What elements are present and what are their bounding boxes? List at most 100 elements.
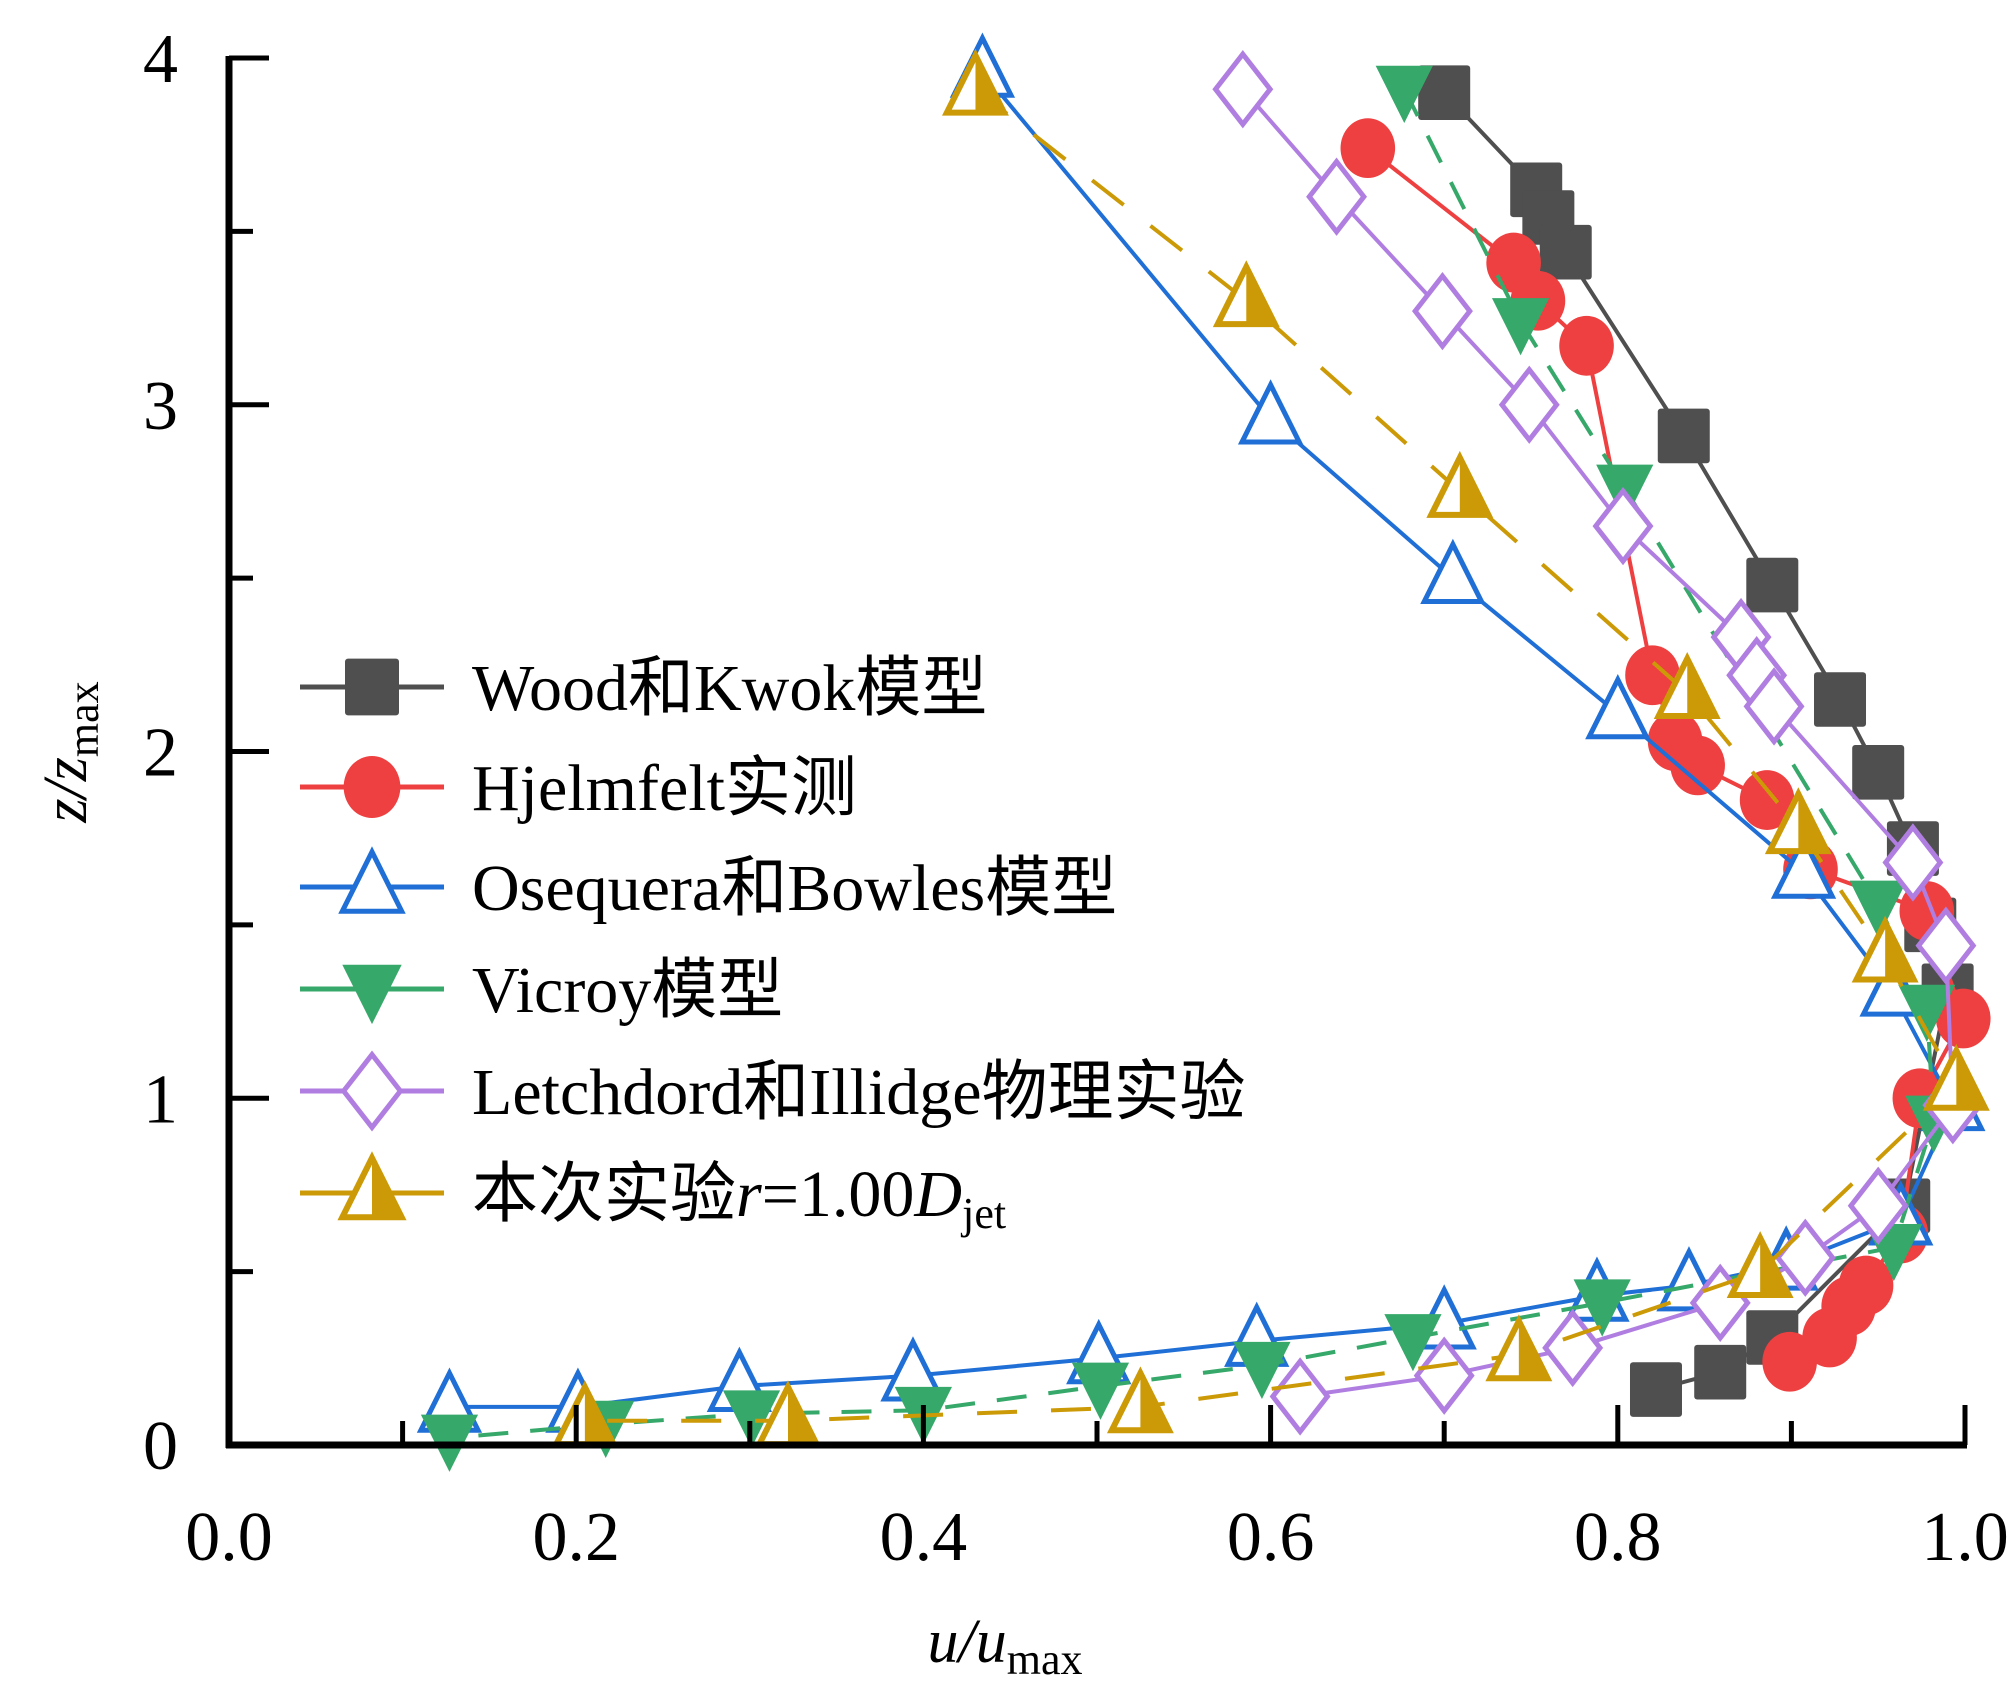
data-point — [1625, 645, 1680, 706]
data-point — [1746, 557, 1799, 613]
data-point — [1269, 1357, 1331, 1436]
x-tick-label: 0.2 — [532, 1499, 620, 1576]
legend-label-r: r — [736, 1158, 762, 1231]
data-point — [1629, 1362, 1682, 1417]
legend-item: Vicroy模型 — [300, 954, 783, 1027]
data-point — [1559, 315, 1614, 376]
legend-marker-shape — [337, 1151, 407, 1221]
legend-item: Letchdord和Illidge物理实验 — [300, 1050, 1246, 1132]
data-point — [1694, 1344, 1747, 1400]
legend-label-eq: =1.00 — [762, 1158, 915, 1231]
axes: 0.0 0.2 0.4 0.6 0.8 1.0 0 1 2 3 4 — [143, 21, 2009, 1576]
data-point — [1739, 770, 1795, 830]
legend-marker-shape — [343, 755, 401, 819]
series-5 — [551, 48, 1990, 1448]
data-point — [1882, 823, 1944, 902]
y-tick-label: 4 — [143, 21, 178, 98]
data-point — [1426, 450, 1494, 518]
data-point — [1898, 984, 1956, 1042]
data-point — [1847, 1166, 1909, 1245]
series-line — [1241, 87, 1955, 1399]
legend-marker — [300, 1050, 444, 1132]
data-point — [1106, 1366, 1174, 1434]
x-ticks: 0.0 0.2 0.4 0.6 0.8 1.0 — [185, 1405, 2009, 1576]
legend-item: Hjelmfelt实测 — [300, 752, 857, 825]
y-ticks: 0 1 2 3 4 — [143, 21, 269, 1485]
legend-label: Hjelmfelt实测 — [472, 752, 857, 825]
x-tick-label: 0.6 — [1227, 1499, 1315, 1576]
legend-marker — [300, 1151, 444, 1221]
legend-marker-shape — [338, 846, 406, 914]
legend-item: Wood和Kwok模型 — [300, 652, 987, 725]
data-point — [1233, 1341, 1291, 1400]
series-layer — [416, 32, 1991, 1472]
legend-marker — [300, 755, 444, 819]
data-point — [1592, 486, 1654, 566]
data-point — [1670, 735, 1725, 796]
data-point — [1653, 652, 1721, 719]
data-point — [1539, 224, 1592, 280]
legend-label: Wood和Kwok模型 — [472, 652, 987, 725]
data-point — [1770, 833, 1837, 899]
data-point — [1418, 65, 1471, 120]
legend-label-prefix: 本次实验 — [472, 1158, 736, 1231]
data-point — [1542, 1308, 1604, 1388]
data-point — [1802, 1307, 1857, 1368]
legend-label: Vicroy模型 — [472, 954, 783, 1027]
data-point — [1585, 673, 1651, 740]
data-point — [1852, 745, 1905, 800]
data-point — [1411, 271, 1473, 351]
data-point — [1212, 50, 1274, 129]
y-tick-label: 0 — [143, 1408, 178, 1485]
data-point — [1491, 298, 1550, 356]
data-point — [1237, 379, 1304, 445]
legend-label: Osequera和Bowles模型 — [472, 852, 1117, 925]
series-line — [449, 88, 1936, 1441]
legend: Wood和Kwok模型 Hjelmfelt实测 Osequera和Bowles模… — [300, 652, 1246, 1238]
data-point — [1340, 118, 1396, 179]
x-tick-label: 0.0 — [185, 1499, 273, 1576]
legend-marker — [300, 658, 444, 716]
data-point — [1212, 260, 1280, 328]
series-4 — [1212, 50, 1984, 1436]
legend-marker-shape — [340, 1050, 404, 1132]
data-point — [1413, 1336, 1475, 1415]
data-point — [1384, 1314, 1442, 1372]
x-tick-label: 0.8 — [1574, 1499, 1662, 1576]
data-point — [1485, 1314, 1553, 1382]
x-axis-title-main: u/u — [928, 1608, 1007, 1676]
legend-marker-shape — [345, 658, 399, 716]
x-axis-title-sub: max — [1007, 1635, 1083, 1683]
data-point — [1420, 538, 1486, 605]
y-tick-label: 2 — [143, 715, 178, 792]
legend-label-composite: 本次实验r=1.00Djet — [472, 1158, 1006, 1238]
legend-label: Letchdord和Illidge物理实验 — [472, 1056, 1246, 1129]
data-point — [1743, 667, 1805, 746]
y-axis-title-sub: max — [59, 681, 108, 757]
data-point — [1849, 880, 1907, 938]
data-point — [1915, 906, 1977, 985]
y-axis-title: z/zmax — [32, 681, 108, 823]
y-tick-label: 1 — [143, 1061, 178, 1138]
legend-marker — [300, 846, 444, 914]
y-tick-label: 3 — [143, 368, 178, 445]
x-tick-label: 1.0 — [1921, 1499, 2009, 1576]
data-point — [1851, 915, 1919, 983]
data-point — [1814, 672, 1867, 727]
data-point — [1375, 65, 1433, 124]
data-point — [1306, 157, 1368, 236]
data-point — [1764, 787, 1832, 855]
data-point — [1762, 1331, 1817, 1392]
legend-marker — [300, 964, 444, 1025]
legend-item: Osequera和Bowles模型 — [300, 846, 1117, 925]
legend-item: 本次实验r=1.00Djet — [300, 1151, 1006, 1238]
data-point — [1922, 1043, 1990, 1111]
legend-marker-shape — [342, 964, 402, 1025]
y-axis-title-main: z/z — [32, 757, 100, 823]
data-point — [1657, 408, 1710, 464]
data-point — [1726, 1231, 1794, 1299]
legend-label-D: D — [913, 1158, 962, 1231]
data-point — [1573, 1279, 1631, 1337]
data-point — [1498, 365, 1560, 444]
